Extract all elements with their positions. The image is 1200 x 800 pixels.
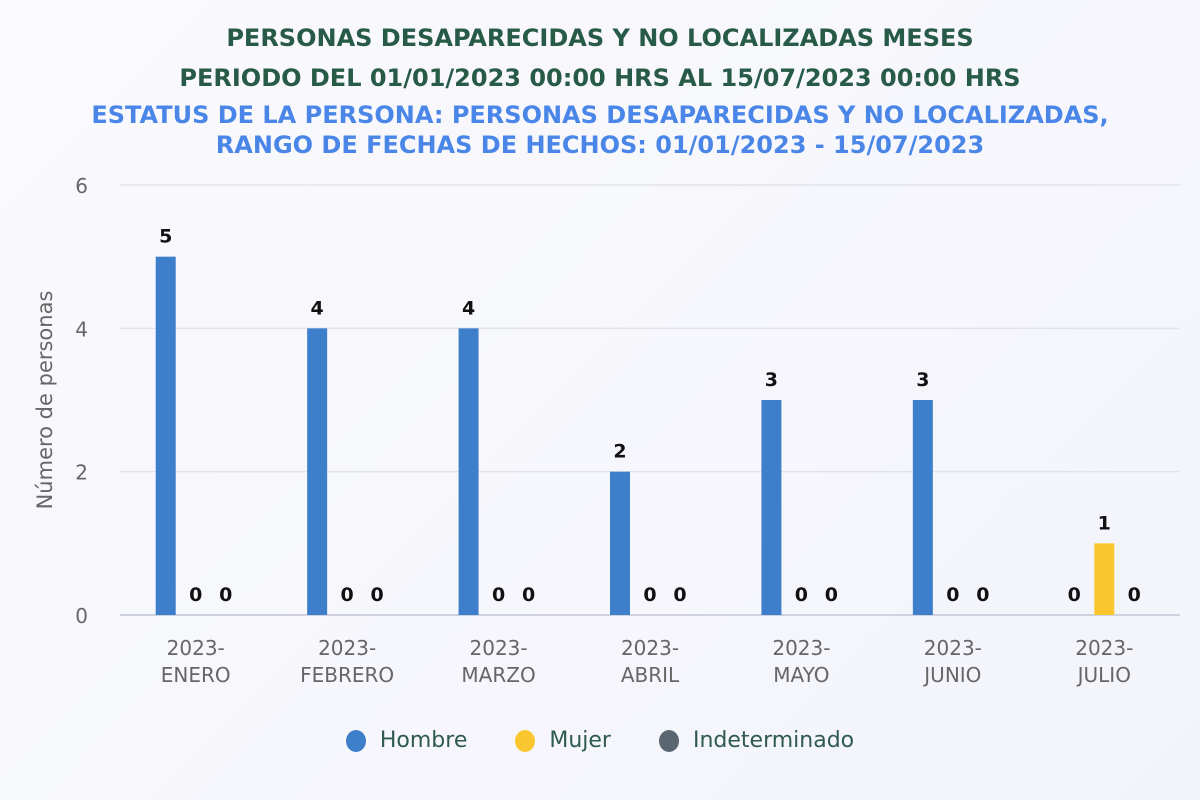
x-tick-label: 2023-: [167, 636, 225, 660]
bar-hombre: [155, 256, 176, 615]
bar-hombre: [307, 328, 328, 615]
data-label: 0: [673, 584, 686, 606]
data-label: 0: [825, 584, 838, 606]
bar-hombre: [912, 400, 933, 615]
x-tick-label: ABRIL: [621, 663, 680, 687]
x-tick-label: 2023-: [1075, 636, 1133, 660]
data-label: 0: [341, 584, 354, 606]
data-label: 0: [492, 584, 505, 606]
data-label: 0: [522, 584, 535, 606]
data-label: 0: [946, 584, 959, 606]
data-label: 1: [1098, 512, 1111, 534]
x-tick-label: JUNIO: [922, 663, 981, 687]
data-label: 0: [219, 584, 232, 606]
legend-label: Hombre: [379, 728, 468, 753]
legend-marker-icon: [515, 729, 536, 752]
bar-hombre: [458, 328, 479, 615]
chart-title-line-1: PERSONAS DESAPARECIDAS Y NO LOCALIZADAS …: [226, 24, 974, 52]
legend-marker-icon: [658, 729, 679, 752]
data-label: 0: [189, 584, 202, 606]
bar-hombre: [761, 400, 782, 615]
data-label: 2: [613, 441, 626, 463]
x-tick-label: MARZO: [461, 663, 535, 687]
data-label: 3: [916, 369, 929, 391]
x-tick-label: MAYO: [773, 663, 829, 687]
x-tick-label: 2023-: [772, 636, 830, 660]
legend-label: Mujer: [549, 728, 611, 753]
legend-marker-icon: [345, 729, 366, 752]
x-tick-label: 2023-: [318, 636, 376, 660]
legend: Hombre Mujer Indeterminado: [0, 728, 1200, 753]
subtitle-line-2: RANGO DE FECHAS DE HECHOS: 01/01/2023 - …: [215, 131, 985, 159]
x-tick-label: 2023-: [621, 636, 679, 660]
legend-item[interactable]: Mujer: [515, 728, 611, 753]
y-tick-label: 2: [75, 461, 88, 485]
legend-label: Indeterminado: [692, 728, 855, 753]
y-axis-label: Número de personas: [33, 291, 57, 510]
y-tick-label: 6: [75, 174, 88, 198]
y-tick-label: 4: [75, 317, 88, 341]
data-label: 5: [159, 226, 172, 248]
bar-mujer: [1094, 543, 1115, 615]
data-label: 4: [311, 297, 324, 319]
chart-title-line-2: PERIODO DEL 01/01/2023 00:00 HRS AL 15/0…: [179, 64, 1021, 92]
data-label: 0: [643, 584, 656, 606]
chart-subtitle: ESTATUS DE LA PERSONA: PERSONAS DESAPARE…: [0, 100, 1200, 160]
data-label: 3: [765, 369, 778, 391]
x-tick-label: ENERO: [161, 663, 231, 687]
legend-item[interactable]: Indeterminado: [658, 728, 855, 753]
data-label: 0: [1128, 584, 1141, 606]
x-tick-label: 2023-: [470, 636, 528, 660]
data-label: 0: [371, 584, 384, 606]
data-label: 0: [976, 584, 989, 606]
subtitle-line-1: ESTATUS DE LA PERSONA: PERSONAS DESAPARE…: [91, 101, 1109, 129]
data-label: 0: [795, 584, 808, 606]
data-label: 4: [462, 297, 475, 319]
legend-item[interactable]: Hombre: [345, 728, 468, 753]
bar-hombre: [610, 471, 630, 615]
x-tick-label: 2023-: [924, 636, 982, 660]
data-label: 0: [1068, 584, 1081, 606]
y-tick-label: 0: [75, 604, 88, 628]
x-tick-label: JULIO: [1076, 663, 1131, 687]
x-tick-label: FEBRERO: [300, 663, 394, 687]
